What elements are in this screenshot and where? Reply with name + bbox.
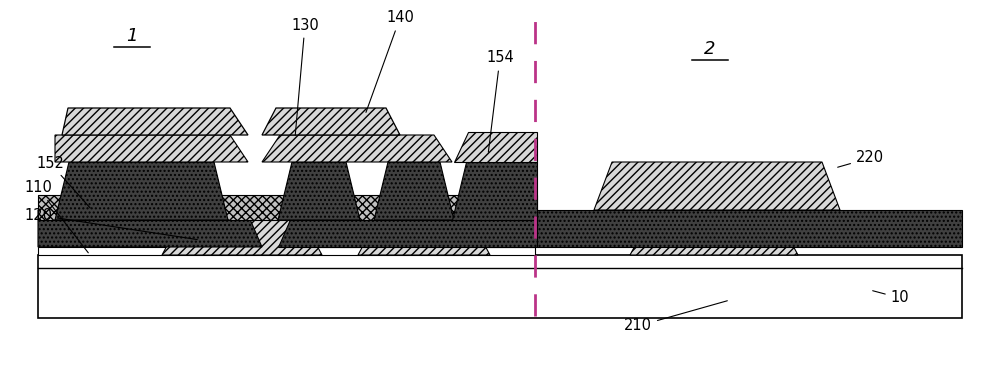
Polygon shape [537,210,962,247]
Polygon shape [452,162,537,220]
Text: 130: 130 [291,17,319,135]
Polygon shape [278,162,360,220]
Polygon shape [55,162,228,220]
Polygon shape [358,218,490,255]
Polygon shape [38,210,262,247]
Polygon shape [62,108,248,135]
Polygon shape [594,162,840,210]
Polygon shape [278,210,537,247]
Polygon shape [38,247,535,255]
Text: 140: 140 [366,10,414,112]
Polygon shape [55,135,248,162]
Text: 210: 210 [624,301,727,334]
Polygon shape [38,195,537,220]
Text: 10: 10 [873,291,909,305]
Polygon shape [162,218,322,255]
Polygon shape [454,132,537,162]
Text: 154: 154 [486,51,514,152]
Text: 1: 1 [126,27,138,45]
Polygon shape [262,108,400,135]
Text: 220: 220 [838,151,884,167]
Polygon shape [38,255,962,318]
Text: 120: 120 [24,208,197,240]
Polygon shape [262,135,452,162]
Text: 110: 110 [24,181,88,253]
Polygon shape [374,162,454,220]
Polygon shape [630,218,798,255]
Text: 152: 152 [36,156,90,208]
Text: 2: 2 [704,40,716,58]
